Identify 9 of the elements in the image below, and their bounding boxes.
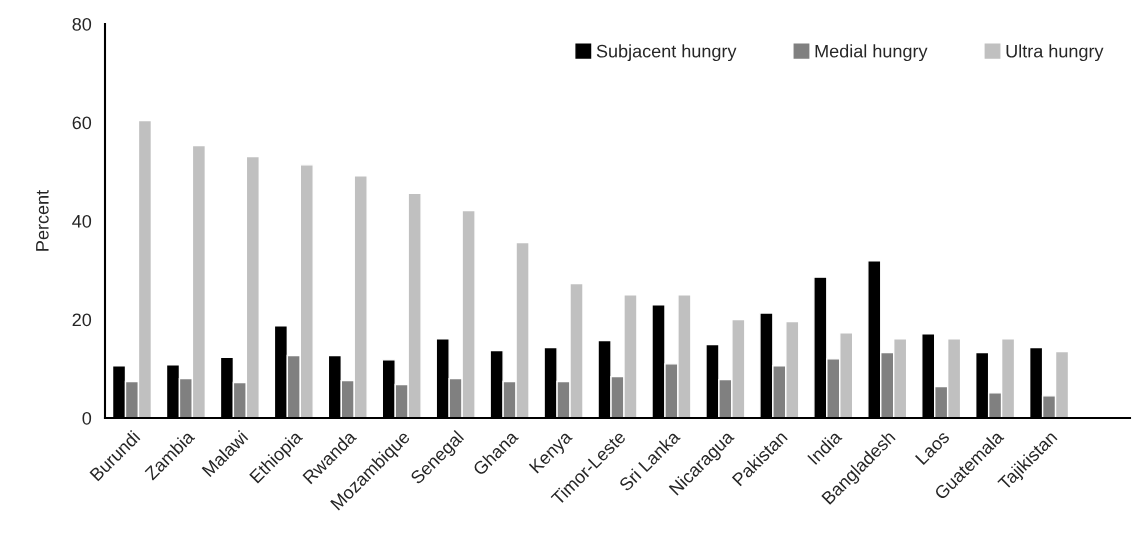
legend-label: Ultra hungry	[1006, 44, 1104, 62]
y-tick-label: 20	[72, 313, 92, 327]
y-tick-label: 0	[82, 411, 92, 425]
y-tick-label: 80	[72, 17, 92, 31]
y-axis-title: Percent	[36, 190, 49, 251]
legend-label: Subjacent hungry	[596, 44, 737, 62]
y-tick-label: 60	[72, 116, 92, 130]
legend-label: Medial hungry	[815, 44, 928, 62]
y-tick-label: 40	[72, 214, 92, 228]
